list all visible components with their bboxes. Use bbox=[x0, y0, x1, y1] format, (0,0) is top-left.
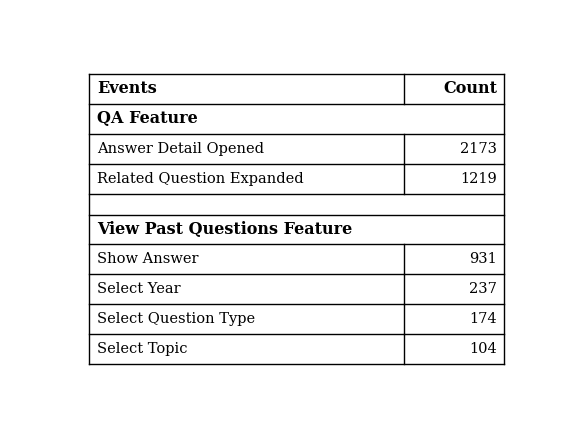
Text: Related Question Expanded: Related Question Expanded bbox=[97, 172, 304, 186]
Text: 931: 931 bbox=[469, 252, 497, 266]
Text: 237: 237 bbox=[469, 282, 497, 296]
Text: 104: 104 bbox=[469, 342, 497, 356]
Text: Count: Count bbox=[443, 80, 497, 97]
Text: Select Question Type: Select Question Type bbox=[97, 312, 255, 326]
Text: Show Answer: Show Answer bbox=[97, 252, 198, 266]
Text: Answer Detail Opened: Answer Detail Opened bbox=[97, 142, 264, 156]
Text: 1219: 1219 bbox=[460, 172, 497, 186]
Text: View Past Questions Feature: View Past Questions Feature bbox=[97, 221, 352, 238]
Text: Events: Events bbox=[97, 80, 157, 97]
Text: QA Feature: QA Feature bbox=[97, 110, 198, 127]
Text: 2173: 2173 bbox=[460, 142, 497, 156]
Text: Select Topic: Select Topic bbox=[97, 342, 188, 356]
Text: Select Year: Select Year bbox=[97, 282, 181, 296]
Text: 174: 174 bbox=[470, 312, 497, 326]
